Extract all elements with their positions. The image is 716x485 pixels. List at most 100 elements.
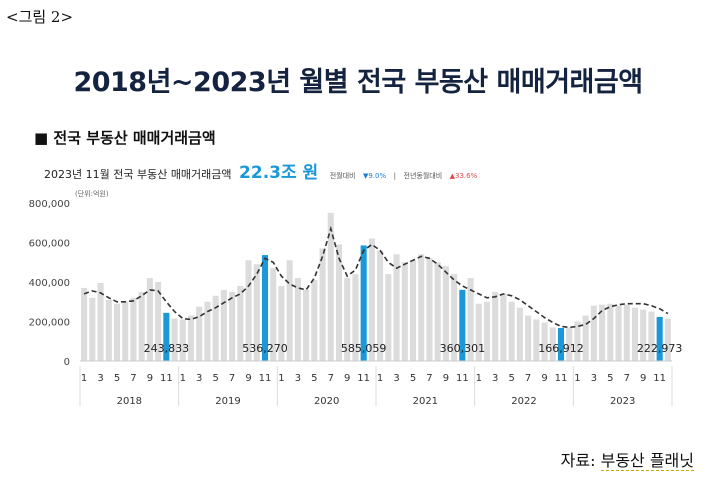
bar [648, 311, 655, 361]
bar [508, 301, 515, 361]
year-label: 2018 [117, 396, 142, 407]
bar [122, 301, 129, 361]
source-label: 자료: [560, 451, 596, 470]
figure-label: <그림 2> [6, 8, 74, 26]
bar [409, 260, 417, 361]
yoy-value: ▲33.6% [449, 172, 478, 180]
year-label: 2022 [511, 396, 536, 407]
bar [220, 289, 227, 361]
x-tick-label: 5 [607, 373, 613, 384]
source-credit: 자료: 부동산 플래닛 [561, 447, 694, 471]
bar [640, 309, 647, 361]
x-tick-label: 9 [245, 373, 251, 384]
bar [492, 291, 499, 361]
bar-highlight [163, 312, 170, 361]
bar [541, 322, 548, 361]
bar [196, 306, 203, 361]
bar [393, 254, 400, 361]
x-tick-label: 1 [278, 373, 284, 384]
bar [335, 244, 343, 361]
x-tick-label: 11 [259, 373, 272, 384]
y-tick-label: 200,000 [29, 318, 70, 329]
summary-line: 2023년 11월 전국 부동산 매매거래금액 22.3조 원 전월대비 ▼9.… [44, 158, 477, 183]
bar [179, 319, 186, 361]
bar [631, 307, 639, 361]
x-tick-label: 7 [328, 373, 334, 384]
x-tick-label: 1 [180, 373, 186, 384]
bar [426, 258, 433, 361]
bar [113, 303, 121, 361]
bar-highlight [360, 245, 367, 361]
bar [525, 315, 532, 361]
data-label: 536,270 [242, 342, 288, 355]
bar [352, 274, 359, 361]
data-label: 360,301 [440, 342, 486, 355]
x-tick-label: 1 [81, 373, 87, 384]
x-tick-label: 9 [541, 373, 547, 384]
x-tick-label: 7 [426, 373, 432, 384]
bar [566, 327, 573, 361]
bar [81, 287, 88, 361]
bar [155, 282, 162, 361]
bar [377, 250, 384, 361]
x-tick-label: 5 [508, 373, 514, 384]
bar [590, 305, 597, 361]
data-label: 243,833 [144, 342, 190, 355]
x-tick-label: 1 [476, 373, 482, 384]
bar [401, 262, 408, 361]
x-tick-label: 9 [640, 373, 646, 384]
x-tick-label: 1 [574, 373, 580, 384]
bar [286, 260, 293, 361]
bar [253, 264, 260, 361]
x-tick-label: 1 [377, 373, 383, 384]
summary-value: 22.3조 원 [239, 163, 319, 183]
bar [599, 304, 606, 361]
bar [171, 318, 178, 361]
bar [97, 282, 104, 361]
bar [607, 303, 614, 361]
x-tick-label: 5 [410, 373, 416, 384]
bar-highlight [459, 289, 466, 361]
x-tick-label: 3 [196, 373, 202, 384]
bar [615, 305, 622, 361]
x-tick-label: 7 [229, 373, 235, 384]
bar [483, 301, 491, 361]
bar [418, 254, 425, 361]
y-tick-label: 800,000 [29, 199, 70, 210]
x-tick-label: 3 [393, 373, 399, 384]
x-tick-label: 3 [492, 373, 498, 384]
bar [105, 299, 112, 361]
bar [664, 318, 671, 361]
x-tick-label: 7 [624, 373, 630, 384]
bar [467, 278, 474, 361]
data-label: 222,973 [637, 342, 683, 355]
bar [533, 319, 540, 361]
x-tick-label: 3 [591, 373, 597, 384]
bar [89, 297, 96, 361]
y-tick-label: 600,000 [29, 239, 70, 250]
bar-highlight [557, 328, 565, 361]
x-tick-label: 3 [295, 373, 301, 384]
x-tick-label: 9 [443, 373, 449, 384]
x-tick-label: 5 [212, 373, 218, 384]
data-label: 585,059 [341, 342, 387, 355]
bar [344, 278, 351, 361]
x-tick-label: 11 [357, 373, 370, 384]
x-tick-label: 11 [555, 373, 568, 384]
bar [270, 268, 277, 361]
bar-highlight [261, 255, 269, 361]
x-tick-label: 5 [114, 373, 120, 384]
section-title: ■ 전국 부동산 매매거래금액 [34, 129, 216, 147]
bar [229, 291, 236, 361]
bar [451, 274, 458, 361]
x-tick-label: 11 [456, 373, 469, 384]
bar [294, 278, 301, 361]
year-label: 2021 [413, 396, 438, 407]
bar [138, 291, 145, 361]
bar [574, 321, 581, 361]
summary-text: 2023년 11월 전국 부동산 매매거래금액 [44, 168, 232, 181]
bar [319, 248, 326, 361]
x-tick-label: 5 [311, 373, 317, 384]
bar [442, 266, 449, 361]
